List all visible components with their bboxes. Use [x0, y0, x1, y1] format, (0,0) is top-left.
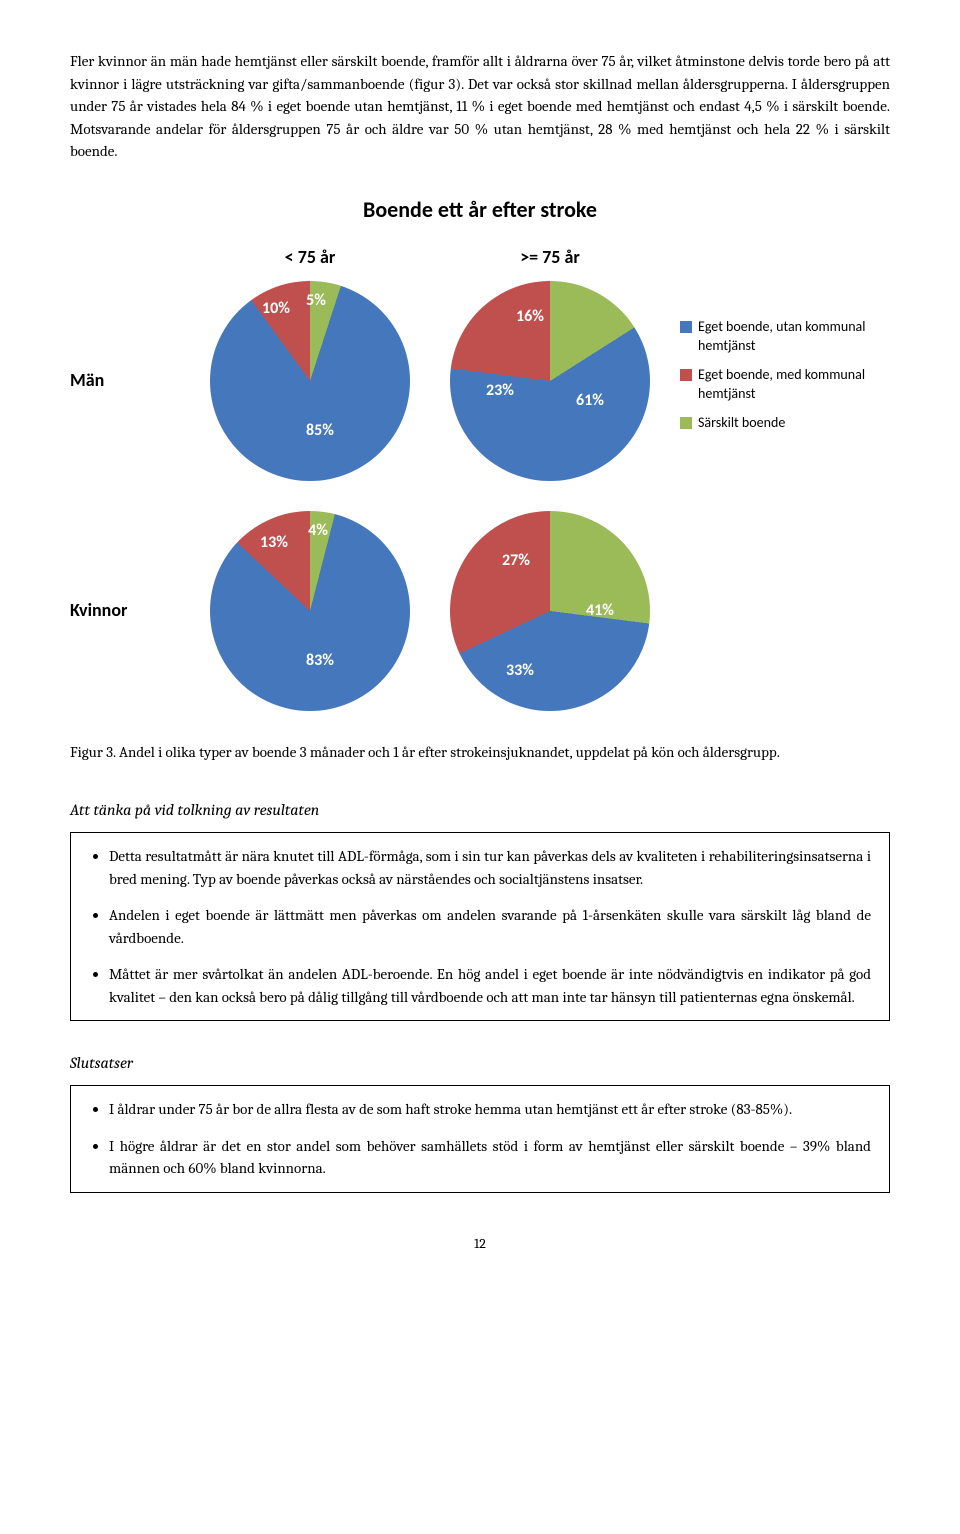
pct-label: 41%: [586, 599, 614, 623]
page-number: 12: [70, 1233, 890, 1254]
pie-women-lt75: 83% 13% 4%: [210, 511, 410, 711]
list-item: Måttet är mer svårtolkat än andelen ADL-…: [109, 963, 871, 1008]
chart-column-headers: < 75 år >= 75 år: [70, 244, 890, 271]
pct-label: 16%: [516, 305, 544, 329]
row-label-women: Kvinnor: [70, 597, 190, 624]
list-item: I åldrar under 75 år bor de allra flesta…: [109, 1098, 871, 1121]
legend-label: Eget boende, utan kommunal hemtjänst: [698, 318, 880, 356]
chart-section: Boende ett år efter stroke < 75 år >= 75…: [70, 193, 890, 711]
intro-paragraph: Fler kvinnor än män hade hemtjänst eller…: [70, 50, 890, 163]
pct-label: 10%: [262, 297, 290, 321]
pct-label: 23%: [486, 379, 514, 403]
legend-item: Särskilt boende: [680, 414, 880, 433]
list-item: Detta resultatmått är nära knutet till A…: [109, 845, 871, 890]
pct-label: 27%: [502, 549, 530, 573]
chart-row-men: Män 85% 10% 5% 61% 23% 16% Eget boende, …: [70, 281, 890, 481]
chart-title: Boende ett år efter stroke: [70, 193, 890, 226]
conclusions-heading: Slutsatser: [70, 1051, 890, 1075]
pct-label: 83%: [306, 649, 334, 673]
legend-label: Särskilt boende: [698, 414, 785, 433]
row-label-men: Män: [70, 367, 190, 394]
legend-label: Eget boende, med kommunal hemtjänst: [698, 366, 880, 404]
pct-label: 61%: [576, 389, 604, 413]
legend-swatch: [680, 369, 692, 381]
think-box: Detta resultatmått är nära knutet till A…: [70, 832, 890, 1021]
list-item: Andelen i eget boende är lättmätt men på…: [109, 904, 871, 949]
pct-label: 85%: [306, 419, 334, 443]
pie-men-lt75: 85% 10% 5%: [210, 281, 410, 481]
figure-caption: Figur 3. Andel i olika typer av boende 3…: [70, 741, 890, 764]
pct-label: 4%: [308, 519, 328, 543]
list-item: I högre åldrar är det en stor andel som …: [109, 1135, 871, 1180]
pct-label: 33%: [506, 659, 534, 683]
legend-item: Eget boende, utan kommunal hemtjänst: [680, 318, 880, 356]
col-header-ge75: >= 75 år: [430, 244, 670, 271]
think-heading: Att tänka på vid tolkning av resultaten: [70, 798, 890, 822]
pct-label: 5%: [306, 289, 326, 313]
chart-legend: Eget boende, utan kommunal hemtjänst Ege…: [680, 318, 880, 432]
col-header-lt75: < 75 år: [190, 244, 430, 271]
pie-men-ge75: 61% 23% 16%: [450, 281, 650, 481]
legend-item: Eget boende, med kommunal hemtjänst: [680, 366, 880, 404]
pct-label: 13%: [260, 531, 288, 555]
legend-swatch: [680, 321, 692, 333]
legend-swatch: [680, 417, 692, 429]
chart-row-women: Kvinnor 83% 13% 4% 41% 33% 27%: [70, 511, 890, 711]
pie-women-ge75: 41% 33% 27%: [450, 511, 650, 711]
conclusions-box: I åldrar under 75 år bor de allra flesta…: [70, 1085, 890, 1193]
